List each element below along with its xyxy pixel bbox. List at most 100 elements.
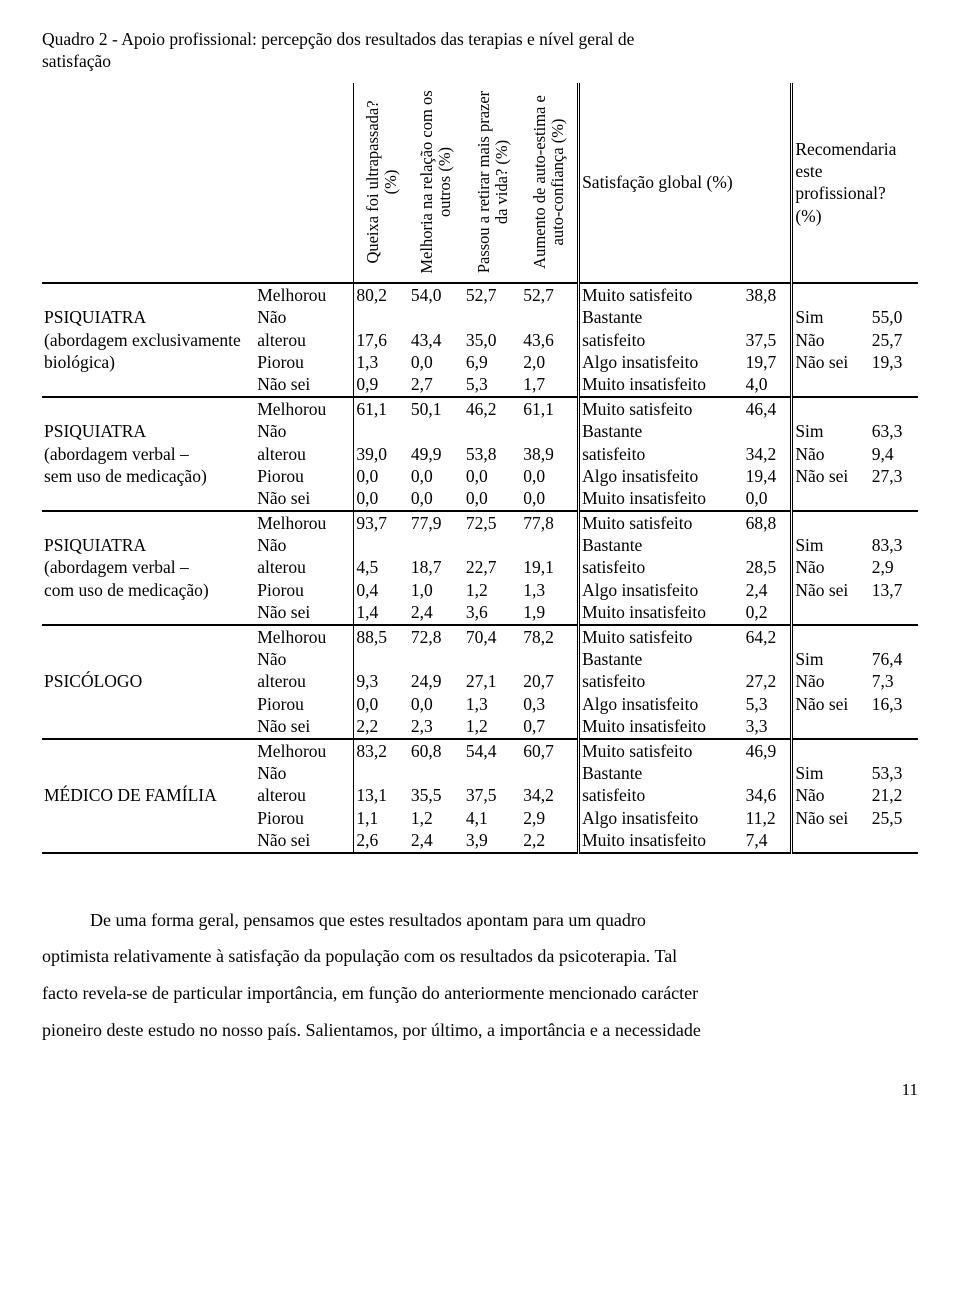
num-cell: 78,2 bbox=[521, 625, 578, 648]
num-cell: 9,3 bbox=[354, 670, 409, 692]
rec-label bbox=[792, 397, 870, 420]
num-cell: 1,0 bbox=[409, 579, 464, 601]
num-cell: 38,9 bbox=[521, 443, 578, 465]
state-label: Piorou bbox=[255, 351, 354, 373]
num-cell: 0,9 bbox=[354, 373, 409, 396]
sat-value: 11,2 bbox=[744, 807, 792, 829]
sat-value bbox=[744, 534, 792, 556]
num-cell: 2,3 bbox=[409, 715, 464, 738]
num-cell: 0,0 bbox=[354, 693, 409, 715]
sat-label: Algo insatisfeito bbox=[579, 579, 744, 601]
num-cell bbox=[521, 762, 578, 784]
sat-label: Muito insatisfeito bbox=[579, 829, 744, 852]
num-cell: 72,5 bbox=[464, 511, 521, 534]
sat-label: Algo insatisfeito bbox=[579, 807, 744, 829]
state-label: Não bbox=[255, 534, 354, 556]
rotated-header: Queixa foi ultrapassada?(%) bbox=[354, 83, 409, 283]
sat-label: Algo insatisfeito bbox=[579, 465, 744, 487]
num-cell bbox=[354, 534, 409, 556]
num-cell: 0,0 bbox=[354, 487, 409, 510]
sat-value: 5,3 bbox=[744, 693, 792, 715]
sat-label: Muito insatisfeito bbox=[579, 715, 744, 738]
rec-label: Não bbox=[792, 329, 870, 351]
num-cell: 37,5 bbox=[464, 784, 521, 806]
rec-label: Não sei bbox=[792, 465, 870, 487]
num-cell: 1,7 bbox=[521, 373, 578, 396]
num-cell bbox=[464, 420, 521, 442]
num-cell: 2,7 bbox=[409, 373, 464, 396]
state-label: Melhorou bbox=[255, 625, 354, 648]
rec-label bbox=[792, 511, 870, 534]
num-cell: 27,1 bbox=[464, 670, 521, 692]
sat-value bbox=[744, 762, 792, 784]
sat-value: 68,8 bbox=[744, 511, 792, 534]
sat-label: Muito insatisfeito bbox=[579, 373, 744, 396]
rec-value: 7,3 bbox=[870, 670, 918, 692]
rotated-header: Aumento de auto-estima eauto-confiança (… bbox=[521, 83, 578, 283]
body-paragraph: De uma forma geral, pensamos que estes r… bbox=[42, 902, 918, 1050]
rec-label bbox=[792, 739, 870, 762]
rec-value: 25,5 bbox=[870, 807, 918, 829]
num-cell: 83,2 bbox=[354, 739, 409, 762]
state-label: Não sei bbox=[255, 373, 354, 396]
num-cell: 43,6 bbox=[521, 329, 578, 351]
num-cell: 0,0 bbox=[409, 465, 464, 487]
num-cell: 60,8 bbox=[409, 739, 464, 762]
state-label: Piorou bbox=[255, 465, 354, 487]
sat-label: Bastante bbox=[579, 420, 744, 442]
num-cell: 0,0 bbox=[354, 465, 409, 487]
sat-label: Muito satisfeito bbox=[579, 397, 744, 420]
rec-value: 76,4 bbox=[870, 648, 918, 670]
num-cell: 0,0 bbox=[409, 351, 464, 373]
num-cell bbox=[409, 534, 464, 556]
rec-value: 25,7 bbox=[870, 329, 918, 351]
rec-label bbox=[792, 373, 870, 396]
num-cell: 60,7 bbox=[521, 739, 578, 762]
num-cell bbox=[409, 762, 464, 784]
rec-value: 9,4 bbox=[870, 443, 918, 465]
sat-value: 34,2 bbox=[744, 443, 792, 465]
num-cell: 1,4 bbox=[354, 601, 409, 624]
rec-value bbox=[870, 373, 918, 396]
num-cell: 61,1 bbox=[521, 397, 578, 420]
num-cell: 13,1 bbox=[354, 784, 409, 806]
sat-value: 34,6 bbox=[744, 784, 792, 806]
num-cell: 54,0 bbox=[409, 283, 464, 306]
sat-value: 27,2 bbox=[744, 670, 792, 692]
sat-label: Bastante bbox=[579, 534, 744, 556]
sat-value bbox=[744, 648, 792, 670]
state-label: Não bbox=[255, 420, 354, 442]
num-cell: 1,3 bbox=[354, 351, 409, 373]
sat-label: satisfeito bbox=[579, 556, 744, 578]
sat-label: Muito satisfeito bbox=[579, 739, 744, 762]
num-cell bbox=[521, 534, 578, 556]
rec-value bbox=[870, 625, 918, 648]
num-cell: 61,1 bbox=[354, 397, 409, 420]
sat-label: Bastante bbox=[579, 762, 744, 784]
num-cell: 49,9 bbox=[409, 443, 464, 465]
state-label: Não sei bbox=[255, 715, 354, 738]
rec-value bbox=[870, 715, 918, 738]
num-cell: 1,3 bbox=[521, 579, 578, 601]
sat-value: 46,9 bbox=[744, 739, 792, 762]
num-cell: 3,6 bbox=[464, 601, 521, 624]
rec-value: 16,3 bbox=[870, 693, 918, 715]
num-cell bbox=[464, 762, 521, 784]
num-cell: 0,0 bbox=[464, 487, 521, 510]
rec-label: Sim bbox=[792, 534, 870, 556]
state-label: Melhorou bbox=[255, 397, 354, 420]
table-title: Quadro 2 - Apoio profissional: percepção… bbox=[42, 28, 918, 73]
sat-label: satisfeito bbox=[579, 784, 744, 806]
num-cell: 0,3 bbox=[521, 693, 578, 715]
rec-label: Não sei bbox=[792, 351, 870, 373]
sat-label: Muito satisfeito bbox=[579, 283, 744, 306]
rec-value: 2,9 bbox=[870, 556, 918, 578]
rec-value bbox=[870, 511, 918, 534]
num-cell: 54,4 bbox=[464, 739, 521, 762]
state-label: alterou bbox=[255, 443, 354, 465]
sat-value: 0,2 bbox=[744, 601, 792, 624]
title-line-2: satisfação bbox=[42, 51, 111, 71]
state-label: Não sei bbox=[255, 829, 354, 852]
sat-value bbox=[744, 420, 792, 442]
num-cell: 77,9 bbox=[409, 511, 464, 534]
